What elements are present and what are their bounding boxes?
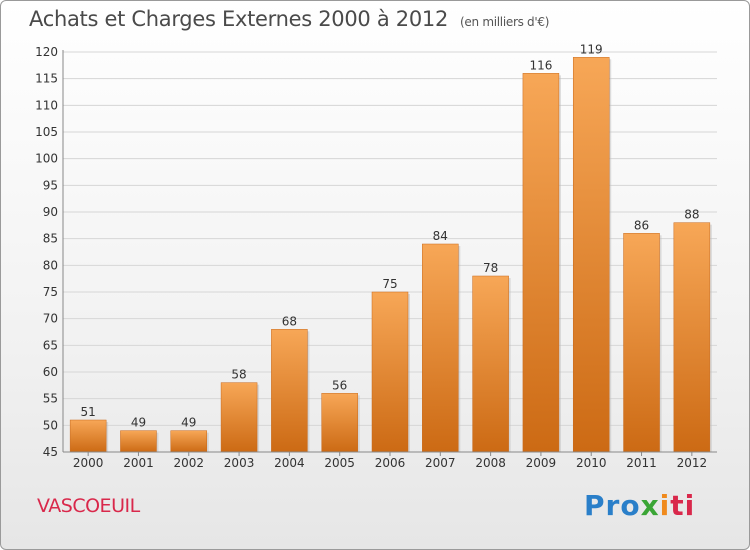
y-tick-label: 110 <box>35 98 58 112</box>
y-tick-label: 105 <box>35 125 58 139</box>
bar-value-label: 78 <box>483 261 498 275</box>
bar-value-label: 68 <box>282 314 297 328</box>
x-tick-label: 2011 <box>626 456 657 470</box>
x-tick-label: 2012 <box>677 456 708 470</box>
x-tick-label: 2001 <box>123 456 154 470</box>
chart-unit: (en milliers d'€) <box>460 15 550 29</box>
bar-value-label: 75 <box>382 277 397 291</box>
x-tick-label: 2007 <box>425 456 456 470</box>
y-tick-label: 65 <box>43 338 58 352</box>
bar-2005 <box>321 393 358 453</box>
bar-value-label: 88 <box>684 208 699 222</box>
x-axis: 2000 2001 2002 2003 2004 2005 2006 2007 2008 2009… <box>63 451 717 470</box>
bar-2009 <box>522 73 560 453</box>
bar-value-label: 49 <box>181 416 196 430</box>
bar-2003 <box>220 382 258 453</box>
bar-2000 <box>69 419 107 453</box>
x-tick-label: 2002 <box>173 456 204 470</box>
x-tick-label: 2006 <box>375 456 406 470</box>
x-tick-label: 2000 <box>73 456 104 470</box>
y-tick-label: 115 <box>35 72 58 86</box>
bar-2007 <box>422 243 459 453</box>
x-tick-label: 2003 <box>224 456 255 470</box>
logo-part-4: ti <box>670 489 696 522</box>
x-tick-label: 2004 <box>274 456 305 470</box>
y-tick-label: 55 <box>43 392 58 406</box>
y-tick-label: 70 <box>43 312 58 326</box>
y-tick-label: 75 <box>43 285 58 299</box>
y-tick-label: 45 <box>43 445 58 459</box>
bar-2010 <box>572 57 610 453</box>
bars: 51 49 49 58 68 56 75 84 78 116 119 86 88 <box>69 42 712 453</box>
x-tick-label: 2010 <box>576 456 607 470</box>
bar-value-label: 86 <box>634 218 649 232</box>
bar-value-label: 58 <box>231 368 246 382</box>
x-tick-label: 2005 <box>324 456 355 470</box>
town-name: VASCOEUIL <box>37 495 140 517</box>
bar-2004 <box>271 329 308 453</box>
bar-2008 <box>472 275 509 453</box>
proxiti-logo: Proxiti <box>584 489 695 522</box>
bar-value-label: 119 <box>580 42 603 56</box>
bar-2011 <box>623 233 660 453</box>
bar-2002 <box>170 430 208 453</box>
bar-2006 <box>371 291 409 453</box>
bar-value-label: 49 <box>131 416 146 430</box>
bar-value-label: 56 <box>332 378 347 392</box>
x-tick-label: 2009 <box>526 456 557 470</box>
y-tick-label: 80 <box>43 258 58 272</box>
bar-2012 <box>673 222 711 453</box>
y-tick-label: 60 <box>43 365 58 379</box>
y-tick-label: 50 <box>43 418 58 432</box>
x-tick-label: 2008 <box>475 456 506 470</box>
y-axis: 45 50 55 60 65 70 75 80 85 90 95 100 105 110 115 120 <box>35 45 64 459</box>
y-tick-label: 120 <box>35 45 58 59</box>
logo-part-2: x <box>640 489 660 522</box>
y-tick-label: 90 <box>43 205 58 219</box>
y-tick-label: 95 <box>43 178 58 192</box>
bar-value-label: 51 <box>81 405 96 419</box>
bar-value-label: 84 <box>433 229 448 243</box>
logo-part-1: Pro <box>584 489 641 522</box>
chart-title-text: Achats et Charges Externes 2000 à 2012 <box>29 7 449 31</box>
bar-2001 <box>120 430 157 453</box>
y-tick-label: 100 <box>35 152 58 166</box>
logo-part-3: i <box>659 489 671 522</box>
y-tick-label: 85 <box>43 232 58 246</box>
chart-title: Achats et Charges Externes 2000 à 2012 (e… <box>29 7 549 31</box>
bar-value-label: 116 <box>529 58 552 72</box>
